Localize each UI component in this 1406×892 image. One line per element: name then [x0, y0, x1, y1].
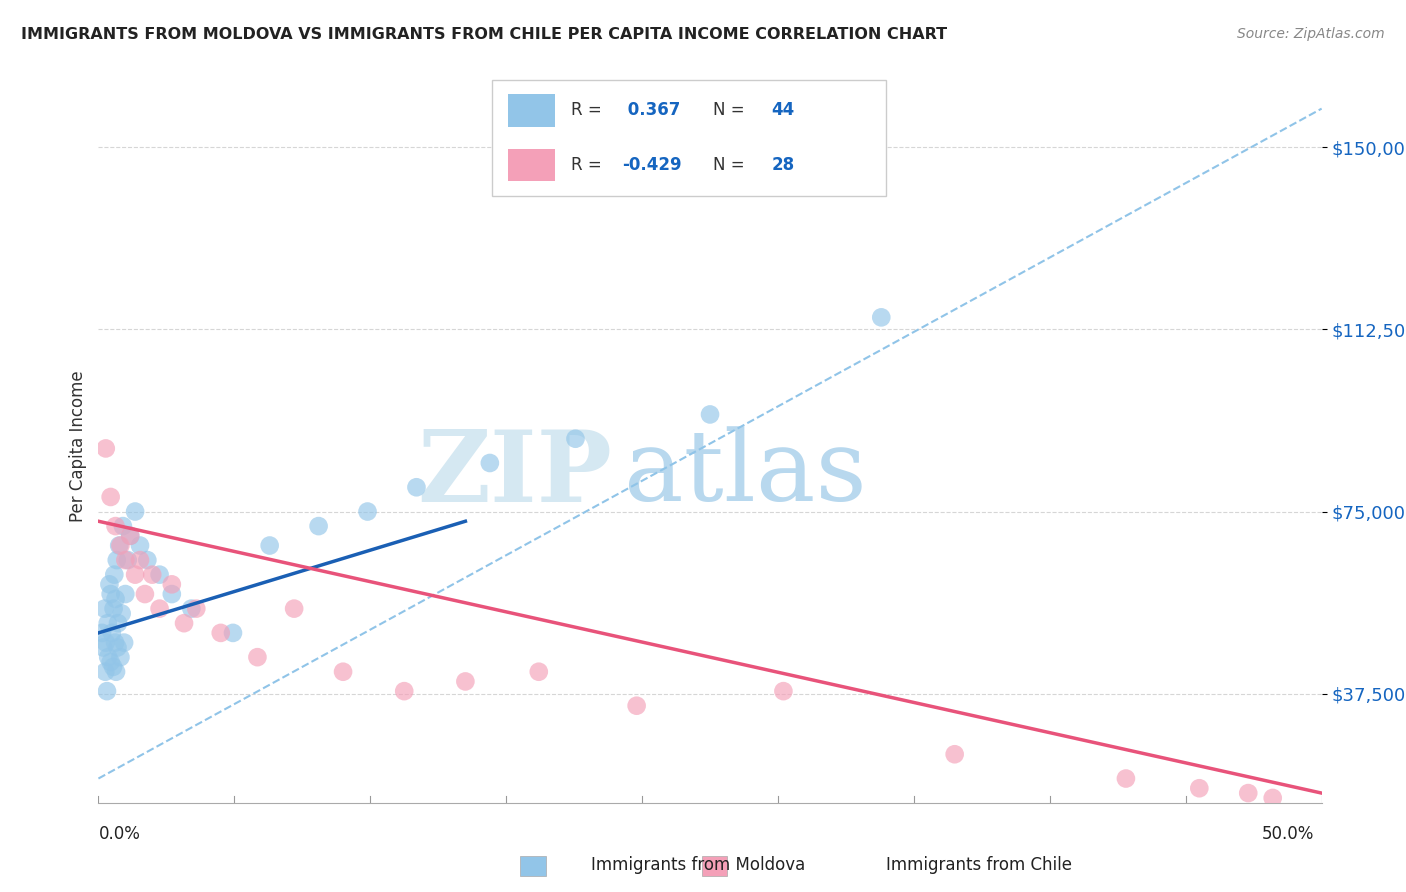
- Point: [104, 635, 127, 649]
- Point: [699, 408, 721, 422]
- Point: [108, 539, 131, 553]
- Text: IMMIGRANTS FROM MOLDOVA VS IMMIGRANTS FROM CHILE PER CAPITA INCOME CORRELATION C: IMMIGRANTS FROM MOLDOVA VS IMMIGRANTS FR…: [21, 27, 948, 42]
- Point: [129, 539, 152, 553]
- Point: [1115, 772, 1137, 786]
- Point: [94, 442, 117, 456]
- Text: N =: N =: [713, 102, 749, 120]
- Point: [97, 650, 120, 665]
- Point: [100, 655, 122, 669]
- Point: [114, 587, 136, 601]
- FancyBboxPatch shape: [492, 80, 886, 196]
- Point: [117, 553, 139, 567]
- Point: [160, 577, 183, 591]
- Text: N =: N =: [713, 156, 749, 174]
- Point: [100, 490, 122, 504]
- Text: 44: 44: [772, 102, 794, 120]
- Point: [112, 635, 135, 649]
- Y-axis label: Per Capita Income: Per Capita Income: [69, 370, 87, 522]
- Point: [149, 567, 172, 582]
- Point: [114, 553, 136, 567]
- Point: [259, 539, 281, 553]
- Point: [105, 665, 128, 679]
- Text: 50.0%: 50.0%: [1263, 825, 1315, 843]
- Point: [527, 665, 550, 679]
- Text: atlas: atlas: [624, 426, 868, 523]
- Point: [93, 601, 115, 615]
- Point: [104, 519, 127, 533]
- Point: [160, 587, 183, 601]
- Point: [180, 601, 202, 615]
- Point: [134, 587, 156, 601]
- Point: [405, 480, 427, 494]
- Point: [97, 616, 120, 631]
- Point: [1237, 786, 1260, 800]
- Point: [136, 553, 159, 567]
- Point: [129, 553, 152, 567]
- Point: [104, 591, 127, 606]
- Point: [141, 567, 163, 582]
- Point: [107, 640, 129, 655]
- Text: 0.367: 0.367: [621, 102, 681, 120]
- Bar: [508, 95, 555, 127]
- Point: [101, 660, 124, 674]
- Point: [110, 539, 132, 553]
- Text: Source: ZipAtlas.com: Source: ZipAtlas.com: [1237, 27, 1385, 41]
- Point: [454, 674, 477, 689]
- Point: [124, 504, 146, 518]
- Point: [308, 519, 330, 533]
- Text: 0.0%: 0.0%: [98, 825, 141, 843]
- Point: [209, 626, 232, 640]
- Point: [96, 684, 118, 698]
- Point: [478, 456, 501, 470]
- Point: [101, 626, 124, 640]
- Point: [103, 601, 125, 615]
- Text: ZIP: ZIP: [418, 426, 612, 523]
- Point: [356, 504, 378, 518]
- Point: [564, 432, 586, 446]
- Text: R =: R =: [571, 102, 607, 120]
- Point: [91, 640, 114, 655]
- Bar: [520, 856, 546, 876]
- Point: [222, 626, 245, 640]
- Text: Immigrants from Moldova: Immigrants from Moldova: [591, 856, 804, 874]
- Bar: [508, 149, 555, 181]
- Point: [870, 310, 893, 325]
- Point: [283, 601, 305, 615]
- Point: [626, 698, 648, 713]
- Bar: [702, 856, 727, 876]
- Point: [100, 587, 122, 601]
- Point: [943, 747, 966, 762]
- Point: [149, 601, 172, 615]
- Point: [392, 684, 416, 698]
- Point: [110, 650, 132, 665]
- Point: [120, 529, 142, 543]
- Point: [105, 553, 128, 567]
- Point: [124, 567, 146, 582]
- Point: [111, 607, 134, 621]
- Point: [91, 626, 114, 640]
- Point: [332, 665, 354, 679]
- Point: [94, 635, 117, 649]
- Point: [1261, 791, 1284, 805]
- Point: [107, 616, 129, 631]
- Point: [94, 665, 117, 679]
- Point: [772, 684, 794, 698]
- Point: [120, 529, 142, 543]
- Point: [246, 650, 269, 665]
- Point: [1188, 781, 1211, 796]
- Point: [111, 519, 134, 533]
- Point: [186, 601, 208, 615]
- Text: -0.429: -0.429: [621, 156, 682, 174]
- Point: [98, 577, 121, 591]
- Text: 28: 28: [772, 156, 794, 174]
- Text: R =: R =: [571, 156, 607, 174]
- Text: Immigrants from Chile: Immigrants from Chile: [886, 856, 1071, 874]
- Point: [103, 567, 125, 582]
- Point: [173, 616, 195, 631]
